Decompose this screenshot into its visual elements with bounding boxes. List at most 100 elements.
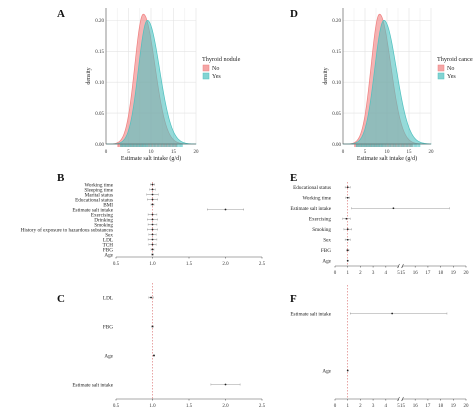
row-label: FBG — [321, 248, 331, 254]
x-tick-label: 2.0 — [222, 262, 229, 267]
legend-entry-no: No — [447, 66, 454, 72]
y-tick-label: 0.00 — [95, 143, 104, 148]
x-tick-label: 1 — [346, 271, 349, 276]
x-tick-label: 5 — [397, 404, 400, 409]
row-label: Age — [322, 259, 331, 265]
x-tick-label: 0 — [342, 150, 345, 155]
x-tick-label: 15 — [171, 150, 177, 155]
row-label: Estimate salt intake — [290, 206, 331, 212]
x-tick-label: 2.5 — [259, 262, 266, 267]
row-label: Educational status — [293, 185, 331, 191]
estimate-point — [151, 203, 154, 206]
estimate-point — [346, 186, 349, 189]
x-tick-label: 2.5 — [259, 404, 266, 409]
x-tick-label: 1.5 — [186, 404, 193, 409]
x-tick-label: 2 — [359, 404, 362, 409]
row-label: Age — [322, 368, 331, 374]
legend-swatch-yes — [437, 72, 445, 80]
row-label: Exercising — [91, 212, 114, 218]
x-tick-label: 18 — [438, 404, 444, 409]
x-tick-label: 16 — [413, 271, 419, 276]
row-label: Sex — [323, 238, 331, 244]
estimate-point — [346, 249, 349, 252]
row-label: FBG — [103, 324, 113, 330]
estimate-point — [151, 188, 154, 191]
x-tick-label: 4 — [385, 404, 388, 409]
panel-a: A 0 5 10 15 20 0.00 0.05 0.10 0.15 0.20 Estimate sa… — [57, 8, 241, 162]
estimate-point — [151, 233, 154, 236]
x-tick-label: 20 — [429, 150, 435, 155]
panel-label: E — [290, 172, 297, 184]
estimate-point — [151, 183, 154, 186]
x-tick-label: 17 — [425, 404, 431, 409]
legend-title: Thyroid nodule — [202, 56, 241, 63]
estimate-point — [153, 354, 155, 357]
row-label: History of exposure to hazardous substan… — [21, 226, 113, 233]
panel-label: B — [57, 172, 65, 184]
legend-entry-no: No — [212, 66, 219, 72]
x-tick-label: 0 — [334, 404, 337, 409]
panel-label: F — [290, 293, 297, 305]
x-tick-label: 4 — [385, 271, 388, 276]
x-tick-label: 20 — [194, 150, 200, 155]
row-label: Age — [104, 353, 113, 359]
x-tick-label: 2.0 — [222, 404, 229, 409]
y-tick-label: 0.00 — [332, 143, 341, 148]
y-tick-label: 0.10 — [95, 81, 104, 86]
row-label: LDL — [103, 237, 113, 243]
y-tick-label: 0.05 — [95, 112, 104, 117]
estimate-point — [151, 243, 154, 246]
x-tick-label: 20 — [464, 404, 470, 409]
row-label: LDL — [103, 295, 113, 301]
estimate-point — [151, 238, 154, 241]
row-label: Exercising — [309, 217, 332, 223]
x-tick-label: 10 — [149, 150, 155, 155]
estimate-point — [346, 228, 349, 231]
estimate-point — [346, 196, 349, 199]
density-area-yes — [342, 20, 432, 145]
x-tick-label: 19 — [451, 404, 457, 409]
panel-label: C — [57, 293, 65, 305]
legend-swatch-no — [202, 64, 210, 72]
estimate-point — [345, 217, 348, 220]
density-area-yes — [106, 20, 197, 145]
estimate-point — [346, 238, 349, 241]
estimate-point — [151, 213, 154, 216]
row-label: Marital status — [85, 192, 113, 198]
x-tick-label: 1.0 — [149, 262, 156, 267]
y-tick-label: 0.10 — [332, 81, 341, 86]
y-tick-label: 0.20 — [332, 19, 341, 24]
row-label: Working time — [302, 196, 331, 202]
x-axis-title: Estimate salt intake (g/d) — [121, 155, 181, 162]
x-axis-title: Estimate salt intake (g/d) — [357, 155, 417, 162]
x-tick-label: 3 — [372, 271, 375, 276]
estimate-point — [224, 208, 227, 211]
y-tick-label: 0.15 — [95, 50, 104, 55]
row-label: BMI — [103, 202, 113, 208]
y-axis-title: density — [323, 67, 329, 84]
panel-f: F 0 1 2 3 4 5 15 16 17 18 19 20 Estimate salt intake A… — [290, 285, 469, 409]
panel-label: D — [290, 8, 298, 20]
estimate-point — [150, 296, 152, 299]
x-tick-label: 20 — [464, 271, 470, 276]
panel-label: A — [57, 8, 65, 20]
x-tick-label: 5 — [397, 271, 400, 276]
row-label: Smoking — [312, 227, 331, 233]
estimate-point — [151, 248, 154, 251]
legend-entry-yes: Yes — [212, 74, 221, 80]
x-tick-label: 15 — [407, 150, 413, 155]
x-tick-label: 1 — [346, 404, 349, 409]
panel-d: D 0 5 10 15 20 0.00 0.05 0.10 0.15 0.20 Estimate sa… — [290, 8, 473, 162]
row-label: FBG — [103, 247, 113, 253]
legend-entry-yes: Yes — [447, 74, 456, 80]
row-label: Drinking — [94, 217, 113, 223]
estimate-point — [151, 193, 154, 196]
panel-e: E 0 1 2 3 4 5 15 16 17 18 19 20 Educational status Wor… — [290, 172, 469, 276]
estimate-point — [391, 312, 394, 315]
x-tick-label: 1.5 — [186, 262, 193, 267]
x-tick-label: 5 — [364, 150, 367, 155]
estimate-point — [151, 223, 154, 226]
x-tick-label: 0.5 — [113, 262, 120, 267]
x-tick-label: 18 — [438, 271, 444, 276]
